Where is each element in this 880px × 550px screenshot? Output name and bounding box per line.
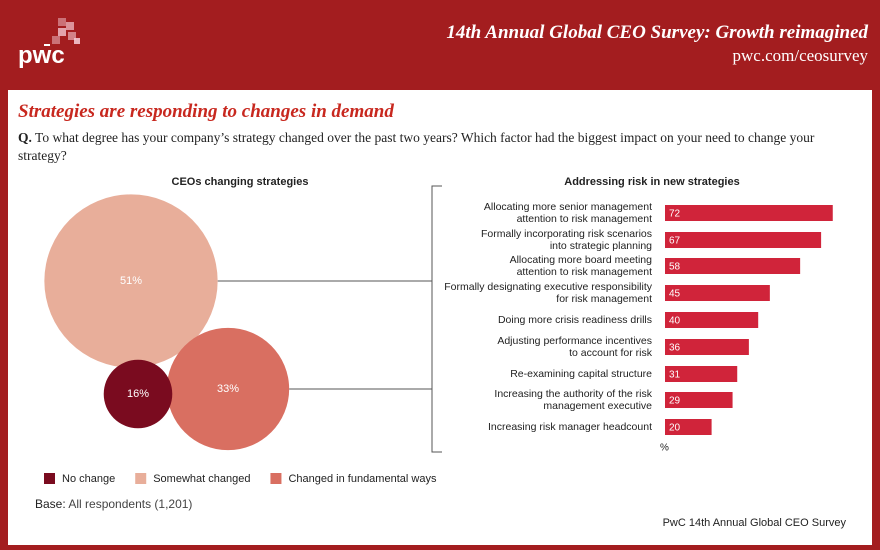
bar-category-label: Adjusting performance incentives to acco… [497, 335, 652, 359]
bar-category-label: Allocating more board meeting attention … [509, 254, 652, 278]
bar-value-label: 31 [669, 370, 681, 381]
header-title: 14th Annual Global CEO Survey: Growth re… [446, 22, 868, 43]
logo-squares [44, 18, 80, 46]
bar-category-label: Increasing the authority of the risk man… [494, 388, 652, 412]
bar-value-label: 29 [669, 396, 681, 407]
bar [665, 419, 712, 435]
bubble-label: 33% [217, 383, 239, 395]
bar [665, 312, 759, 328]
bar-value-label: 67 [669, 236, 681, 247]
bracket [431, 185, 442, 453]
heading: Strategies are responding to changes in … [18, 101, 394, 122]
bar-category-label: Formally incorporating risk scenarios in… [481, 228, 652, 252]
bar-value-label: 58 [669, 262, 681, 273]
logo: pwc [18, 42, 65, 69]
bar [665, 339, 749, 355]
legend-label: No change [62, 473, 115, 485]
bar-category-label: Allocating more senior management attent… [483, 201, 652, 225]
bubble [103, 359, 173, 429]
bar-value-label: 20 [669, 423, 681, 434]
source: PwC 14th Annual Global CEO Survey [662, 517, 846, 529]
question: Q. To what degree has your company’s str… [18, 129, 830, 165]
bar [665, 232, 822, 248]
base-text: All respondents (1,201) [68, 497, 193, 511]
bubble-label: 16% [127, 388, 149, 400]
legend-label: Somewhat changed [153, 473, 250, 485]
legend-swatch [270, 473, 282, 484]
chart-subtitle: CEOs changing strategies [172, 176, 309, 188]
bar-value-label: 36 [669, 343, 681, 354]
bubble [166, 327, 290, 451]
bar-category-label: Increasing risk manager headcount [487, 421, 652, 433]
bar-category-label: Formally designating executive responsib… [444, 281, 652, 305]
header-url: pwc.com/ceosurvey [732, 46, 868, 65]
legend-label: Changed in fundamental ways [288, 473, 436, 485]
bar-value-label: 40 [669, 316, 681, 327]
bar [665, 392, 733, 408]
bubble [44, 194, 218, 368]
bar [665, 366, 738, 382]
question-label: Q. [18, 130, 32, 145]
bubble-label: 51% [120, 275, 142, 287]
base: Base: All respondents (1,201) [35, 497, 192, 511]
bar [665, 205, 833, 221]
bar-category-label: Doing more crisis readiness drills [497, 314, 652, 326]
bar [665, 258, 801, 274]
bar-category-label: Re-examining capital structure [510, 368, 652, 380]
x-axis-label: % [660, 443, 669, 454]
bar-value-label: 45 [669, 289, 681, 300]
legend-swatch [44, 473, 55, 484]
bar [665, 285, 770, 301]
legend-swatch [135, 473, 147, 484]
bar-value-label: 72 [669, 209, 681, 220]
question-text: To what degree has your company’s strate… [18, 130, 815, 163]
chart-subtitle: Addressing risk in new strategies [564, 176, 739, 188]
base-label: Base: [35, 497, 66, 511]
